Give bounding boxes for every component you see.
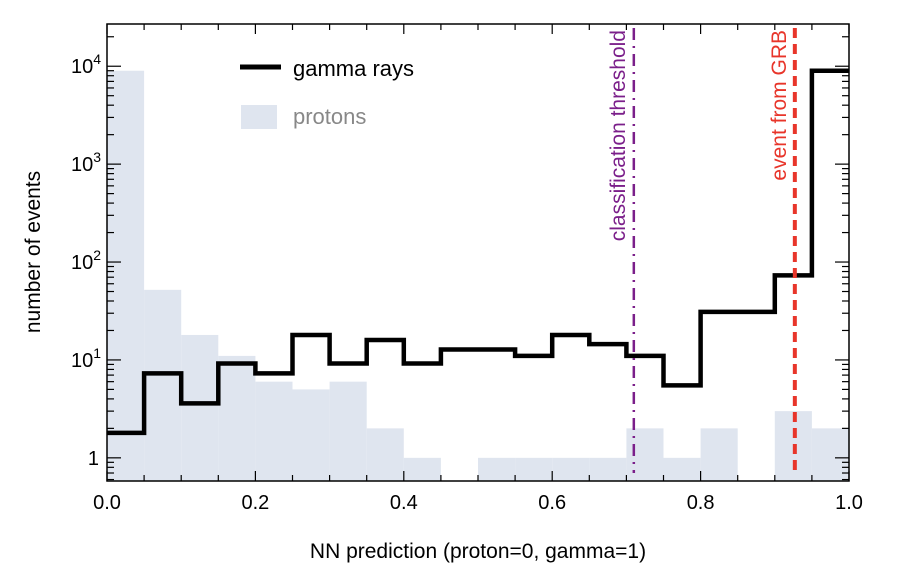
legend-gamma-label: gamma rays — [293, 56, 414, 81]
protons-bar — [181, 334, 219, 481]
x-tick-label: 0.4 — [390, 492, 418, 514]
y-tick-label: 1 — [88, 448, 99, 470]
x-tick-label: 0.0 — [93, 492, 121, 514]
y-tick-label: 101 — [71, 345, 101, 372]
protons-bar — [515, 457, 553, 481]
x-tick-label: 0.8 — [687, 492, 715, 514]
vline-label: event from GRB — [768, 30, 791, 181]
x-tick-label: 0.6 — [538, 492, 566, 514]
y-tick-label: 104 — [71, 51, 101, 78]
protons-bar — [626, 428, 664, 481]
protons-bar — [700, 428, 738, 481]
x-tick-label: 1.0 — [835, 492, 863, 514]
axis-ticks: 0.0 0.2 0.4 0.6 0.8 1.0 1 101 102 103 104 — [71, 24, 863, 514]
protons-bar — [218, 355, 256, 481]
protons-bar — [478, 457, 516, 481]
protons-bar — [366, 428, 404, 481]
protons-bar — [329, 381, 367, 481]
protons-bar — [403, 457, 441, 481]
y-tick-label: 102 — [71, 247, 101, 274]
protons-bar — [552, 457, 590, 481]
y-axis-label: number of events — [22, 171, 45, 333]
protons-bar — [589, 457, 627, 481]
gamma-series — [107, 68, 849, 436]
x-axis-label: NN prediction (proton=0, gamma=1) — [310, 540, 646, 563]
protons-bar — [811, 428, 849, 481]
legend: gamma rays protons — [240, 56, 414, 129]
protons-bar — [107, 70, 145, 482]
legend-protons-label: protons — [293, 104, 366, 129]
gamma-step-line — [107, 68, 849, 436]
vline-label: classification threshold — [607, 30, 630, 241]
protons-bar — [255, 381, 293, 481]
protons-bar — [144, 289, 182, 481]
reference-lines: classification threshold event from GRB — [607, 28, 797, 473]
protons-bar — [663, 457, 701, 481]
protons-bar — [292, 389, 330, 481]
protons-series — [107, 70, 849, 482]
x-tick-label: 0.2 — [241, 492, 269, 514]
y-tick-label: 103 — [71, 149, 101, 176]
legend-protons-swatch — [241, 105, 277, 129]
